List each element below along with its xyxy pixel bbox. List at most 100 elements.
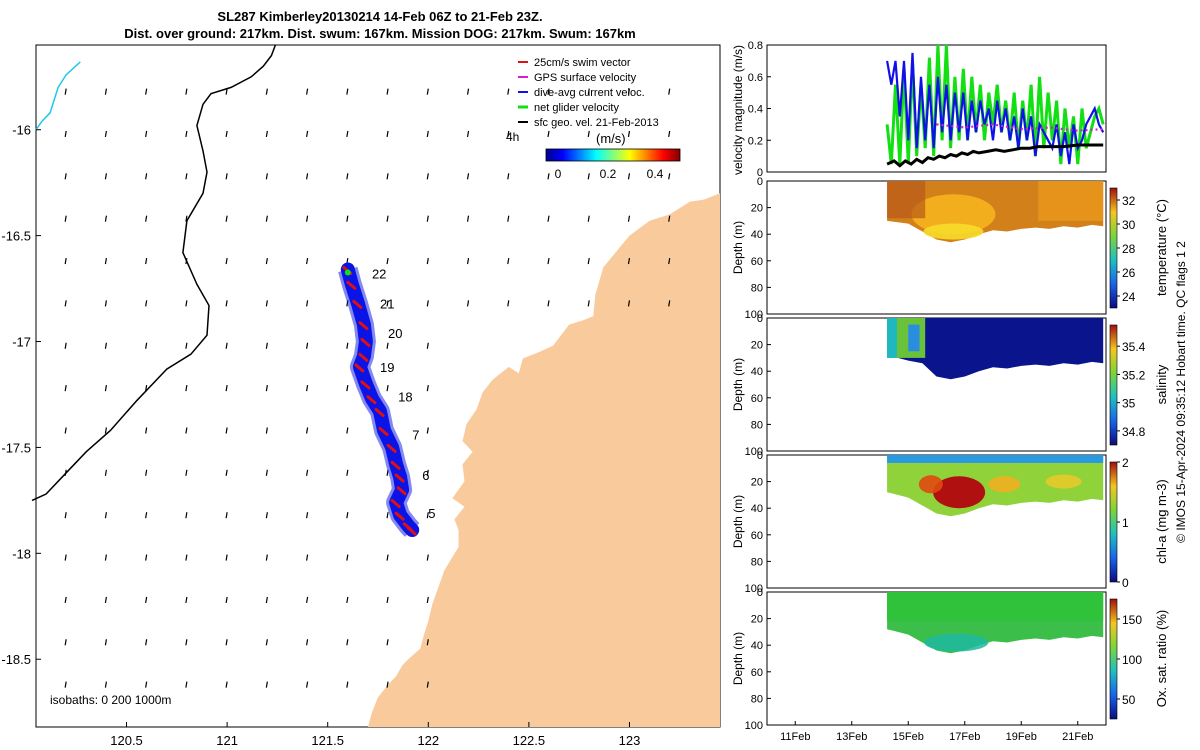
vector-arrow [64, 342, 67, 349]
vector-arrow [507, 173, 510, 180]
vector-arrow [225, 639, 228, 646]
vector-arrow [265, 257, 268, 265]
vector-arrow [507, 300, 510, 307]
vector-arrow [305, 554, 309, 561]
vector-arrow [386, 385, 389, 392]
vector-arrow [346, 173, 349, 180]
vector-arrow [145, 173, 148, 180]
colorbar-title: (m/s) [596, 131, 626, 146]
temperature-early-band [887, 181, 926, 219]
depth-tick-label: 40 [751, 503, 763, 515]
vector-arrow [64, 257, 67, 265]
colorbar [1109, 461, 1118, 583]
depth-tick-label: 100 [745, 583, 763, 595]
map-xtick-label: 121.5 [311, 733, 344, 748]
vector-arrow [386, 596, 389, 604]
colorbar [1109, 598, 1118, 720]
colorbar-4h-label: 4h [506, 130, 519, 144]
vector-arrow [587, 215, 590, 222]
colorbar-tick-label: 50 [1122, 693, 1136, 707]
depth-tick-label: 0 [757, 176, 763, 188]
vector-arrow [547, 215, 550, 222]
vector-arrow [185, 215, 188, 222]
colorbar-label: chl-a (mg m-3) [1154, 479, 1169, 564]
chla-maximum [933, 476, 986, 509]
colorbar-tick-label: 1 [1122, 516, 1129, 530]
colorbar-label: temperature (°C) [1154, 199, 1169, 296]
vector-arrow [668, 130, 671, 138]
salinity-field [887, 318, 1104, 380]
vector-arrow [386, 300, 389, 307]
vector-arrow [145, 88, 148, 95]
depth-tick-label: 100 [745, 720, 763, 732]
vector-arrow [225, 385, 228, 392]
colorbar-label: Ox. sat. ratio (%) [1154, 610, 1169, 708]
vector-arrow [426, 130, 429, 138]
vector-arrow [305, 639, 309, 646]
swim-vector [386, 443, 397, 453]
legend-gps-velocity: GPS surface velocity [534, 72, 637, 84]
oxygen-deep-patch [924, 633, 989, 652]
colorbar-tick-label: 26 [1122, 266, 1136, 280]
vector-arrow [426, 173, 429, 180]
depth-tick-label: 100 [745, 446, 763, 458]
panel-chla: 0 20 40 60 80 100 Depth (m) 2 1 0 chl-a (mg m-3) [731, 450, 1169, 595]
figure-title-line-1: SL287 Kimberley20130214 14-Feb 06Z to 21… [217, 9, 543, 24]
vector-arrow [185, 342, 188, 349]
vector-arrow [104, 596, 108, 604]
vector-arrow [627, 88, 631, 95]
vector-arrow [386, 173, 389, 180]
swim-vector [394, 511, 405, 521]
vector-arrow [426, 427, 429, 434]
swim-vector [374, 407, 385, 417]
vector-arrow [104, 512, 108, 519]
depth-tick-label: 100 [745, 309, 763, 321]
depth-tick-label: 80 [751, 693, 763, 705]
colorbar-tick-label: 100 [1122, 653, 1142, 667]
vector-arrow [587, 130, 590, 138]
vector-arrow [265, 88, 268, 95]
depth-tick-label: 60 [751, 393, 763, 405]
vector-arrow [185, 469, 188, 476]
vector-arrow [305, 130, 309, 138]
vector-arrow [225, 88, 228, 95]
vector-arrow [587, 173, 590, 180]
vector-arrow [346, 681, 349, 688]
swim-vector [366, 395, 377, 405]
day-label: 21 [380, 296, 394, 311]
legend-sfc-geo: sfc geo. vel. 21-Feb-2013 [534, 117, 659, 129]
swim-vector [360, 338, 371, 348]
vector-arrow [225, 300, 228, 307]
depth-tick-label: 60 [751, 530, 763, 542]
vector-arrow [386, 342, 389, 349]
colorbar [1109, 187, 1118, 309]
vector-arrow [346, 639, 349, 646]
vector-arrow [145, 257, 148, 265]
vector-arrow [507, 88, 510, 95]
vector-arrow [265, 554, 268, 561]
vector-arrow [145, 596, 148, 604]
map-legend: 25cm/s swim vector GPS surface velocity … [518, 57, 659, 129]
velocity-ytick-label: 0.2 [748, 135, 763, 147]
colorbar-tick-label: 35.2 [1122, 368, 1146, 382]
colorbar-tick-label: 28 [1122, 242, 1136, 256]
map-ytick-label: -17 [12, 335, 31, 350]
vector-arrow [265, 215, 268, 222]
velocity-ylabel: velocity magnitude (m/s) [731, 45, 745, 175]
vector-arrow [466, 257, 470, 265]
day-label: 6 [422, 468, 429, 483]
vector-arrow [346, 88, 349, 95]
vector-arrow [64, 173, 67, 180]
colorbar-tick-2: 0.4 [647, 167, 664, 181]
depth-tick-label: 40 [751, 640, 763, 652]
isobaths-label: isobaths: 0 200 1000m [50, 693, 171, 707]
vector-arrow [185, 554, 188, 561]
vector-arrow [64, 427, 67, 434]
vector-arrow [64, 385, 67, 392]
vector-arrow [225, 512, 228, 519]
vector-arrow [507, 130, 510, 138]
map-xtick-label: 122.5 [513, 733, 546, 748]
isobath-1000m-line [35, 61, 81, 131]
vector-arrow [104, 554, 108, 561]
vector-arrow [104, 88, 108, 95]
